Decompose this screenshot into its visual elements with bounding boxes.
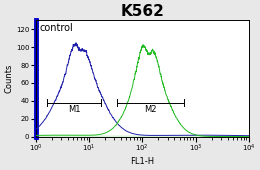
- Text: M1: M1: [68, 105, 80, 114]
- Title: K562: K562: [120, 4, 164, 19]
- Y-axis label: Counts: Counts: [4, 64, 13, 93]
- Text: M2: M2: [144, 105, 157, 114]
- X-axis label: FL1-H: FL1-H: [130, 157, 154, 166]
- Text: control: control: [40, 23, 74, 33]
